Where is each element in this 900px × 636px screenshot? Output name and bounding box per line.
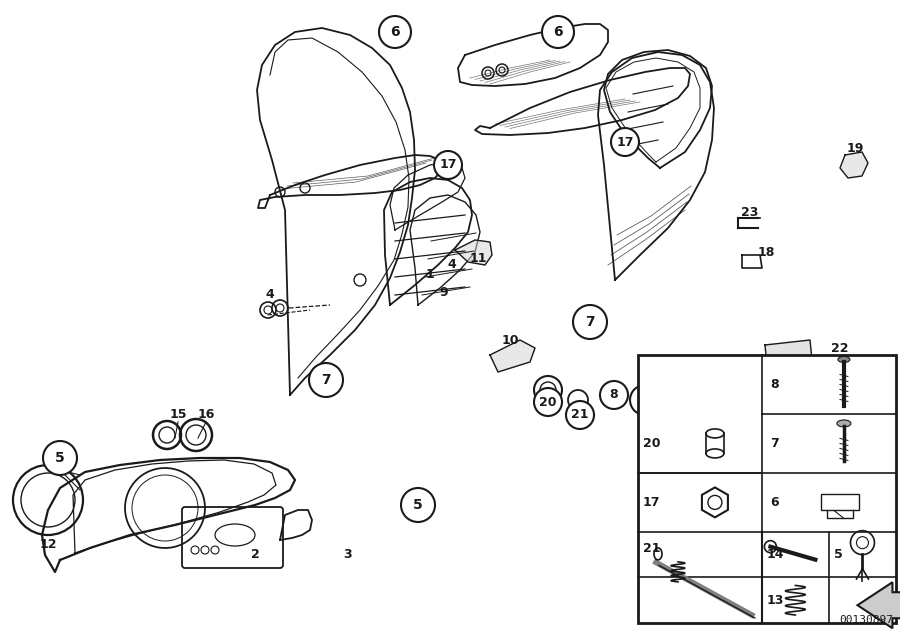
Text: 5: 5 bbox=[413, 498, 423, 512]
Text: 4: 4 bbox=[447, 258, 456, 272]
Text: 6: 6 bbox=[770, 496, 778, 509]
Circle shape bbox=[401, 488, 435, 522]
Ellipse shape bbox=[837, 420, 850, 427]
Text: 10: 10 bbox=[501, 333, 518, 347]
Text: 00130897: 00130897 bbox=[839, 615, 893, 625]
Text: 12: 12 bbox=[40, 539, 57, 551]
Text: 20: 20 bbox=[539, 396, 557, 408]
Text: 1: 1 bbox=[426, 268, 435, 282]
Circle shape bbox=[379, 16, 411, 48]
Text: 5: 5 bbox=[834, 548, 842, 561]
Text: 13: 13 bbox=[767, 594, 784, 607]
Text: 17: 17 bbox=[616, 135, 634, 148]
Text: 11: 11 bbox=[469, 251, 487, 265]
Text: 16: 16 bbox=[197, 408, 215, 422]
Text: 6: 6 bbox=[554, 25, 562, 39]
Text: 7: 7 bbox=[770, 437, 778, 450]
Polygon shape bbox=[858, 582, 900, 628]
Polygon shape bbox=[490, 340, 535, 372]
Text: 9: 9 bbox=[440, 286, 448, 298]
Circle shape bbox=[573, 305, 607, 339]
Text: 17: 17 bbox=[439, 158, 456, 172]
Ellipse shape bbox=[838, 357, 850, 363]
Polygon shape bbox=[840, 152, 868, 178]
Text: 7: 7 bbox=[585, 315, 595, 329]
Text: 5: 5 bbox=[55, 451, 65, 465]
Circle shape bbox=[309, 363, 343, 397]
Circle shape bbox=[611, 128, 639, 156]
Circle shape bbox=[534, 388, 562, 416]
Circle shape bbox=[663, 385, 693, 415]
Text: 6: 6 bbox=[391, 25, 400, 39]
Bar bbox=[638, 355, 896, 623]
Text: 14: 14 bbox=[767, 548, 784, 561]
Text: 21: 21 bbox=[643, 542, 661, 555]
Polygon shape bbox=[455, 240, 492, 265]
Circle shape bbox=[600, 381, 628, 409]
Text: 8: 8 bbox=[770, 378, 778, 391]
Text: 20: 20 bbox=[643, 437, 661, 450]
Circle shape bbox=[434, 151, 462, 179]
Text: 3: 3 bbox=[344, 548, 352, 562]
Polygon shape bbox=[765, 340, 812, 365]
Text: 23: 23 bbox=[742, 205, 759, 219]
Text: 18: 18 bbox=[757, 247, 775, 259]
Text: 19: 19 bbox=[846, 141, 864, 155]
Circle shape bbox=[630, 385, 660, 415]
Text: 22: 22 bbox=[832, 342, 849, 354]
Text: 21: 21 bbox=[572, 408, 589, 422]
Text: 4: 4 bbox=[266, 289, 274, 301]
Text: 14: 14 bbox=[670, 394, 687, 406]
Circle shape bbox=[542, 16, 574, 48]
Text: 13: 13 bbox=[636, 394, 653, 406]
Text: 15: 15 bbox=[169, 408, 187, 422]
Text: 8: 8 bbox=[609, 389, 618, 401]
Text: 2: 2 bbox=[250, 548, 259, 562]
Text: 17: 17 bbox=[643, 496, 661, 509]
Circle shape bbox=[43, 441, 77, 475]
Text: 7: 7 bbox=[321, 373, 331, 387]
Circle shape bbox=[566, 401, 594, 429]
